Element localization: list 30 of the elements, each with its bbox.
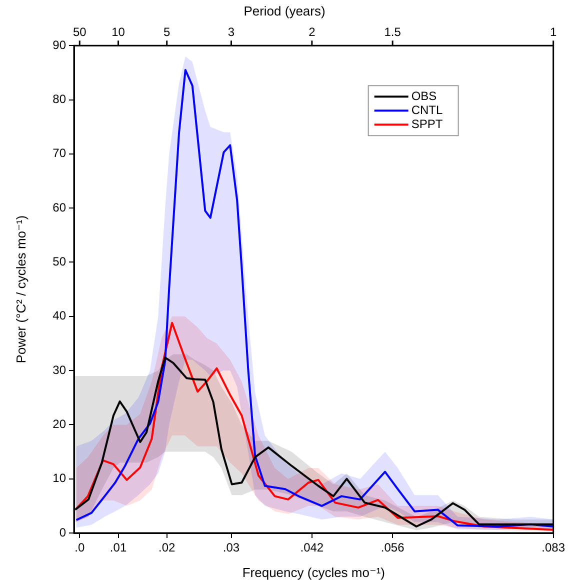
y-tick-label: 30 xyxy=(52,362,66,377)
y-tick-label: 40 xyxy=(52,308,66,323)
x-tick-label: .056 xyxy=(380,540,405,555)
text: 2 xyxy=(308,24,316,39)
text: 3 xyxy=(228,24,235,39)
text: 10 xyxy=(112,24,126,39)
x2-axis-title: Period (years) xyxy=(244,3,326,18)
text: 50 xyxy=(72,24,87,39)
y-tick-label: 70 xyxy=(52,146,66,160)
y-tick-label: 80 xyxy=(52,92,66,106)
text: 1.5 xyxy=(384,24,402,39)
x-tick-label: .042 xyxy=(300,540,324,555)
x-tick-label: .02 xyxy=(158,540,176,555)
legend-label: SPPT xyxy=(411,116,444,131)
y-tick-label: 10 xyxy=(52,471,66,486)
x-axis-title: Frequency (cycles mo⁻¹) xyxy=(242,564,385,580)
text: 1 xyxy=(550,24,557,39)
y-tick-label: 0 xyxy=(59,525,66,540)
y-axis-title: Power (°C² / cycles mo⁻¹) xyxy=(13,215,28,364)
y-tick-label: 50 xyxy=(52,254,66,269)
x-tick-label: .03 xyxy=(222,540,240,555)
y-tick-label: 20 xyxy=(52,417,66,431)
legend-label: OBS xyxy=(411,88,437,103)
legend-label: CNTL xyxy=(411,102,443,117)
x-tick-label: .083 xyxy=(542,540,566,555)
text: 5 xyxy=(164,24,171,39)
x-tick-label: .01 xyxy=(110,540,127,555)
y-tick-label: 90 xyxy=(52,38,66,52)
x-tick-label: .0 xyxy=(74,540,85,555)
y-tick-label: 60 xyxy=(52,200,66,214)
